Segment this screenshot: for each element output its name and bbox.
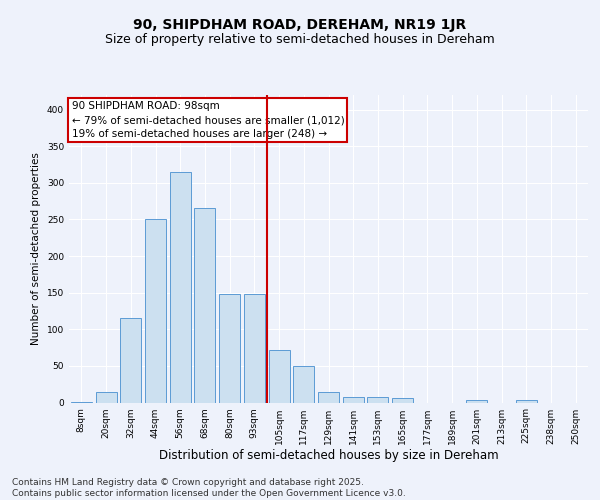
Bar	[466, 400, 487, 402]
Text: 90 SHIPDHAM ROAD: 98sqm
← 79% of semi-detached houses are smaller (1,012)
19% of: 90 SHIPDHAM ROAD: 98sqm ← 79% of semi-de…	[71, 101, 344, 139]
Bar	[145, 220, 166, 402]
Bar	[293, 366, 314, 403]
Bar	[95, 392, 116, 402]
Y-axis label: Number of semi-detached properties: Number of semi-detached properties	[31, 152, 41, 345]
X-axis label: Distribution of semi-detached houses by size in Dereham: Distribution of semi-detached houses by …	[158, 450, 499, 462]
Text: 90, SHIPDHAM ROAD, DEREHAM, NR19 1JR: 90, SHIPDHAM ROAD, DEREHAM, NR19 1JR	[133, 18, 467, 32]
Bar	[318, 392, 339, 402]
Text: Size of property relative to semi-detached houses in Dereham: Size of property relative to semi-detach…	[105, 32, 495, 46]
Text: Contains HM Land Registry data © Crown copyright and database right 2025.
Contai: Contains HM Land Registry data © Crown c…	[12, 478, 406, 498]
Bar	[269, 350, 290, 403]
Bar	[170, 172, 191, 402]
Bar	[367, 398, 388, 402]
Bar	[244, 294, 265, 403]
Bar	[392, 398, 413, 402]
Bar	[219, 294, 240, 403]
Bar	[343, 396, 364, 402]
Bar	[194, 208, 215, 402]
Bar	[516, 400, 537, 402]
Bar	[120, 318, 141, 402]
